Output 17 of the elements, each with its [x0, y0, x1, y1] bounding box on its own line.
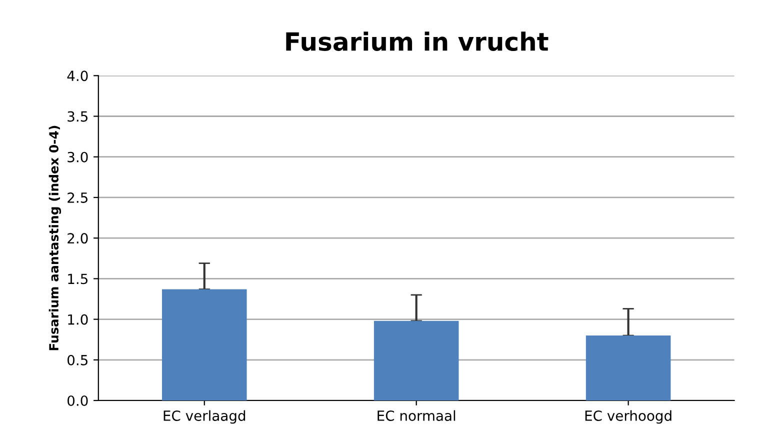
- y-tick-label: 4.0: [67, 70, 88, 82]
- x-tick-label: EC normaal: [378, 410, 456, 421]
- y-tick-label: 0.0: [68, 395, 88, 406]
- x-tick-label: EC verlaagd: [164, 410, 246, 424]
- y-tick-label: 0.5: [68, 354, 88, 366]
- y-tick-label: 3.0: [68, 152, 88, 162]
- bar: [586, 336, 671, 400]
- chart-title: Fusarium in vrucht: [286, 32, 548, 52]
- y-tick-label: 2.0: [68, 233, 88, 244]
- bar: [374, 320, 459, 400]
- bar: [162, 289, 247, 400]
- y-axis-title: Fusarium aantasting (index 0-4): [48, 126, 62, 350]
- x-tick-label: EC verhoogd: [585, 410, 672, 424]
- y-tick-label: 3.5: [68, 111, 88, 122]
- y-tick-label: 1.0: [68, 314, 88, 325]
- y-tick-label: 2.5: [68, 192, 88, 203]
- y-tick-label: 1.5: [68, 274, 88, 284]
